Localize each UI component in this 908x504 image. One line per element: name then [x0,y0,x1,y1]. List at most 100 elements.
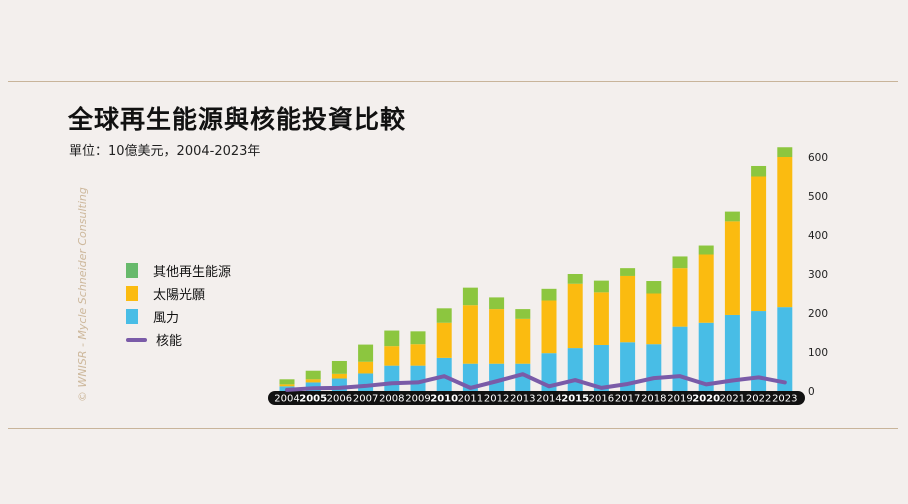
bar-solar-2013 [515,318,531,364]
x-tick-label-2007: 2007 [353,394,378,405]
bar-solar-2017 [620,275,636,343]
bar-other-2013 [515,309,531,319]
x-tick-label-2005: 2005 [299,394,327,405]
bar-other-2019 [672,256,688,269]
legend-label-other: 其他再生能源 [153,265,232,280]
bar-other-2015 [567,274,583,284]
bar-solar-2021 [724,221,740,315]
bar-other-2014 [541,288,557,301]
legend-item-other: 其他再生能源 [126,259,231,282]
x-tick-label-2018: 2018 [641,394,666,405]
bar-solar-2014 [541,300,557,354]
bar-solar-2010 [436,322,452,358]
x-tick-label-2021: 2021 [720,394,745,405]
y-tick-label-300: 300 [808,269,828,281]
bar-other-2004 [279,379,295,385]
bar-solar-2020 [698,254,714,323]
legend-item-wind: 風力 [126,305,231,328]
bar-wind-2018 [646,344,662,391]
x-tick-label-2008: 2008 [379,394,404,405]
bar-solar-2019 [672,268,688,327]
bar-other-2005 [305,370,321,380]
legend-swatch-solar [126,286,138,301]
bar-wind-2020 [698,322,714,391]
bar-other-2021 [724,211,740,222]
bar-wind-2007 [358,373,374,391]
y-tick-label-100: 100 [808,347,828,359]
legend-label-solar: 太陽光願 [153,288,206,303]
bar-wind-2016 [593,344,609,391]
bar-solar-2005 [305,379,321,383]
bar-solar-2009 [410,344,426,366]
x-tick-label-2022: 2022 [746,394,771,405]
bar-other-2016 [593,280,609,293]
x-tick-label-2012: 2012 [484,394,509,405]
x-tick-label-2013: 2013 [510,394,535,405]
x-tick-label-2010: 2010 [430,394,458,405]
x-tick-label-2009: 2009 [405,394,430,405]
bar-wind-2022 [751,311,767,391]
bar-wind-2017 [620,342,636,391]
series-line-nuclear [285,372,787,392]
legend-swatch-wind [126,309,138,324]
bar-other-2020 [698,245,714,255]
bar-other-2023 [777,147,793,157]
legend-item-solar: 太陽光願 [126,282,231,305]
bar-wind-2008 [384,365,400,391]
bar-solar-2016 [593,292,609,345]
bar-other-2022 [751,165,767,177]
chart-title: 全球再生能源與核能投資比較 [68,105,407,134]
bar-wind-2019 [672,326,688,391]
bar-other-2007 [358,344,374,362]
bottom-divider [8,428,898,429]
legend: 其他再生能源 太陽光願 風力 核能 [126,259,231,351]
x-tick-label-2019: 2019 [667,394,692,405]
legend-swatch-nuclear [126,337,147,342]
bar-solar-2007 [358,361,374,374]
bar-solar-2023 [777,157,793,308]
y-tick-label-400: 400 [808,230,828,242]
chart-subtitle: 單位：10億美元，2004-2023年 [69,144,261,159]
bar-other-2012 [489,297,505,310]
bar-other-2009 [410,331,426,345]
x-tick-label-2015: 2015 [561,394,589,405]
bar-wind-2009 [410,365,426,391]
x-tick-label-2020: 2020 [692,394,720,405]
bar-wind-2012 [489,363,505,391]
x-tick-label-2016: 2016 [589,394,614,405]
bar-other-2010 [436,308,452,323]
bar-wind-2021 [724,314,740,391]
bar-solar-2015 [567,283,583,349]
y-tick-label-500: 500 [808,191,828,203]
bar-solar-2008 [384,346,400,366]
bar-other-2008 [384,330,400,347]
x-tick-label-2014: 2014 [536,394,561,405]
x-tick-label-2011: 2011 [458,394,483,405]
x-tick-label-2023: 2023 [772,394,797,405]
bar-solar-2011 [462,305,478,364]
bar-solar-2004 [279,384,295,387]
bar-wind-2015 [567,348,583,391]
year-axis-band [268,391,805,405]
bar-solar-2012 [489,309,505,364]
bar-wind-2023 [777,307,793,391]
bar-solar-2022 [751,176,767,312]
bar-wind-2013 [515,363,531,391]
bar-other-2018 [646,281,662,294]
bar-wind-2014 [541,353,557,391]
legend-item-nuclear: 核能 [126,328,231,351]
y-tick-label-600: 600 [808,152,828,164]
legend-label-nuclear: 核能 [156,334,183,349]
x-tick-label-2004: 2004 [274,394,299,405]
x-tick-label-2017: 2017 [615,394,640,405]
legend-swatch-other [126,263,138,278]
bar-other-2017 [620,268,636,276]
legend-label-wind: 風力 [153,311,180,326]
y-tick-label-0: 0 [808,386,815,398]
bar-solar-2018 [646,293,662,345]
top-divider [8,81,898,82]
x-tick-label-2006: 2006 [327,394,352,405]
y-tick-label-200: 200 [808,308,828,320]
bar-solar-2006 [331,373,347,379]
